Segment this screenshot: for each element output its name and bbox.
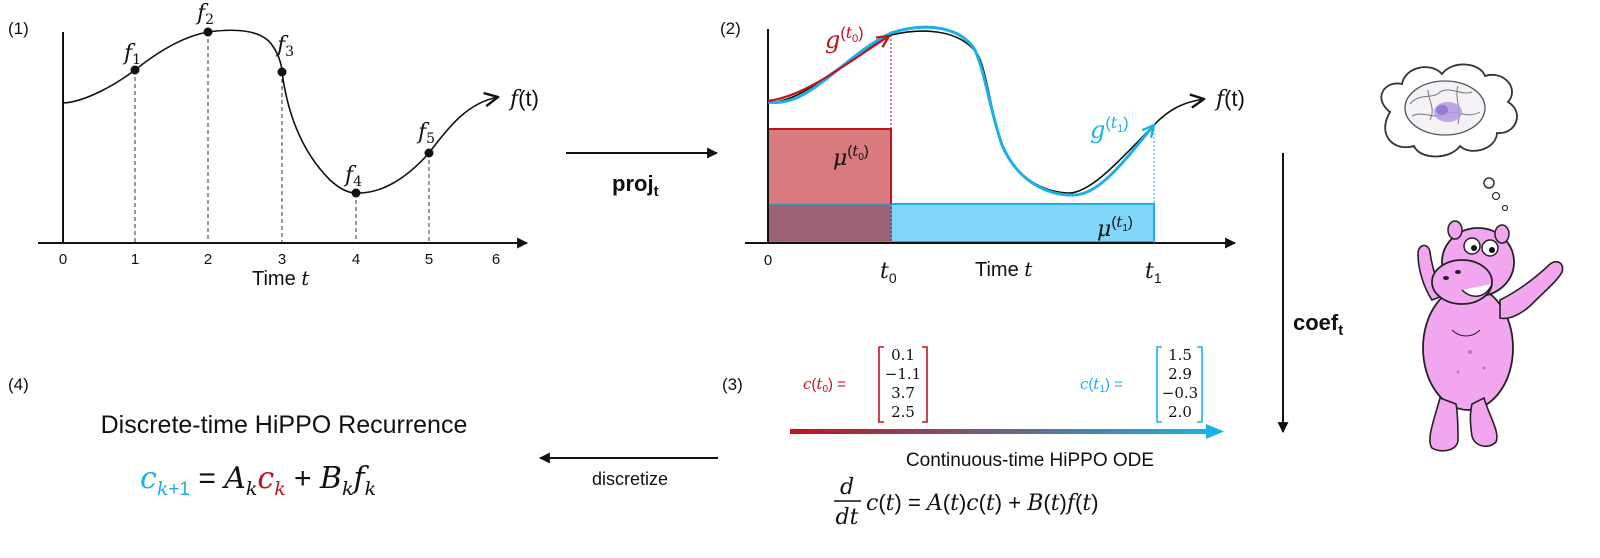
panel-1-curve-label: f(t) [508, 86, 539, 112]
c-t1-right-bracket [1197, 346, 1203, 423]
g-t1-label: g(t1) [1090, 113, 1129, 144]
panel-1-point-labels: f1 f2 f3 f4 f5 [122, 1, 435, 190]
ode-equation: d dt c(t) = A(t)c(t) + B(t)f(t) [834, 475, 1099, 530]
c-t0-label: c(t0) = [803, 375, 846, 395]
x-tick: 5 [425, 251, 433, 268]
panel-2-curve-label: f(t) [1214, 86, 1245, 112]
c-t0-value: 3.7 [891, 384, 915, 402]
panel-2: (2) g(t0) g(t1) μ(t0) μ(t1) f(t) 0 t0 t1… [720, 19, 1245, 286]
x-tick: 3 [278, 251, 286, 268]
x-tick: 4 [352, 251, 360, 268]
hippo-mascot-icon [1380, 63, 1564, 452]
x-tick: 2 [204, 251, 212, 268]
c-t0-value: 2.5 [891, 403, 915, 421]
c-t0-value: 0.1 [891, 346, 915, 364]
panel-2-tag: (2) [720, 19, 741, 38]
coef-arrow: coeft [1277, 153, 1343, 434]
c-t1-value: 2.0 [1168, 403, 1192, 421]
sample-point-f4 [351, 188, 361, 198]
panel-3-title: Continuous-time HiPPO ODE [906, 450, 1154, 471]
mu-t0-label: μ(t0) [833, 142, 869, 171]
g-t0-label: g(t0) [825, 23, 864, 54]
panel-1-droplines [134, 32, 430, 243]
label-f3: f3 [275, 33, 294, 60]
x-tick: 6 [492, 251, 500, 268]
label-f2: f2 [195, 1, 214, 28]
label-f4: f4 [343, 163, 362, 190]
label-f1: f1 [122, 41, 141, 68]
x-tick: 0 [59, 251, 67, 268]
c-t1-left-bracket [1156, 346, 1162, 423]
time-gradient-arrowhead [1206, 424, 1224, 439]
sample-point-f3 [277, 67, 287, 77]
panel-1-tag: (1) [8, 19, 29, 38]
c-t1-label: c(t1) = [1080, 375, 1123, 395]
x-tick-t0: t0 [880, 259, 897, 286]
g-t0-approximation [767, 36, 889, 103]
brain-icon [1404, 80, 1486, 136]
panel-4: (4) Discrete-time HiPPO Recurrence ck+1 … [8, 375, 467, 500]
panel-4-title: Discrete-time HiPPO Recurrence [101, 411, 468, 439]
panel-1: (1) f1 f2 f3 f4 f5 f(t) [8, 1, 539, 290]
recurrence-equation: ck+1 = Akck + Bkfk [140, 461, 376, 500]
time-gradient-bar [790, 429, 1208, 434]
x-tick: 1 [131, 251, 139, 268]
proj-arrow: projt [566, 147, 719, 200]
panel-1-sample-points [130, 27, 434, 198]
proj-label: projt [612, 171, 659, 200]
sample-point-f1 [130, 65, 140, 75]
g-t1-approximation [767, 25, 1154, 197]
svg-text:dt: dt [836, 505, 859, 530]
c-t0-values: 0.1 −1.1 3.7 2.5 [885, 346, 921, 421]
c-t1-value: 2.9 [1168, 365, 1192, 383]
panel-3-tag: (3) [722, 375, 743, 394]
discretize-arrow: discretize [538, 452, 718, 489]
c-t1-value: −0.3 [1162, 384, 1198, 402]
c-t1-values: 1.5 2.9 −0.3 2.0 [1162, 346, 1198, 421]
panel-2-x-label: Time t [975, 257, 1033, 281]
svg-text:d: d [840, 475, 854, 500]
panel-3: (3) c(t0) = 0.1 −1.1 3.7 2.5 c(t1) = 1.5… [722, 346, 1224, 530]
c-t0-value: −1.1 [885, 365, 921, 383]
c-t1-value: 1.5 [1168, 346, 1192, 364]
panel-1-signal-curve [62, 29, 498, 194]
x-tick-zero: 0 [764, 252, 772, 269]
mu-t1-label: μ(t1) [1097, 213, 1133, 242]
discretize-label: discretize [592, 469, 668, 489]
coef-label: coeft [1293, 310, 1343, 339]
panel-1-x-ticks: 0 1 2 3 4 5 6 [59, 251, 500, 268]
panel-4-tag: (4) [8, 375, 29, 394]
panel-1-x-label: Time t [252, 266, 310, 290]
c-t0-right-bracket [922, 346, 928, 423]
label-f5: f5 [416, 120, 435, 147]
mu-overlap-region [767, 203, 892, 243]
x-tick-t1: t1 [1145, 259, 1162, 286]
c-t0-left-bracket [878, 346, 884, 423]
sample-point-f5 [424, 148, 434, 158]
sample-point-f2 [203, 27, 213, 37]
svg-text:c(t) = A(t)c(t) + B(t)f(t): c(t) = A(t)c(t) + B(t)f(t) [866, 490, 1099, 516]
